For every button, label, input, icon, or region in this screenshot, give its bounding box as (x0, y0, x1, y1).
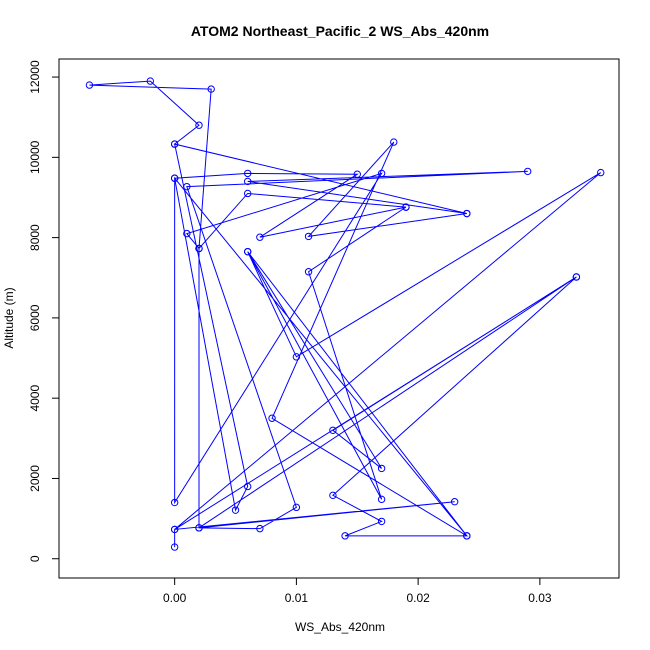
data-point (195, 121, 203, 129)
data-point (450, 498, 459, 506)
data-point (195, 244, 203, 253)
data-point (304, 232, 313, 241)
data-point (170, 543, 179, 551)
x-axis-label: WS_Abs_420nm (295, 620, 385, 634)
x-tick-label: 0.02 (406, 591, 430, 605)
y-tick-label: 6000 (28, 304, 42, 331)
data-point (243, 189, 252, 198)
data-point (243, 247, 252, 256)
data-point (170, 140, 179, 148)
chart-title: ATOM2 Northeast_Pacific_2 WS_Abs_420nm (191, 23, 489, 39)
data-point (243, 169, 252, 178)
data-point (207, 85, 215, 93)
y-tick-label: 10000 (28, 140, 42, 174)
x-tick-label: 0.00 (163, 591, 187, 605)
data-point (377, 517, 386, 526)
data-point (463, 532, 471, 540)
data-point (243, 482, 252, 491)
data-point (146, 77, 155, 85)
data-point (377, 495, 386, 504)
series-line (89, 80, 602, 548)
data-point (341, 532, 349, 540)
series-layer (85, 77, 605, 551)
data-point (183, 182, 191, 191)
data-point (523, 167, 532, 176)
y-tick-label: 0 (28, 555, 42, 562)
y-tick-label: 8000 (28, 224, 42, 251)
data-point (353, 170, 361, 178)
data-point (329, 491, 337, 500)
data-point (195, 524, 203, 532)
data-point (256, 233, 264, 241)
data-point (183, 229, 191, 238)
y-tick-label: 2000 (28, 465, 42, 492)
data-point (572, 273, 581, 281)
data-point (170, 174, 179, 182)
data-point (304, 268, 313, 276)
x-axis: 0.00 0.01 0.02 0.03 (163, 577, 552, 605)
data-point (170, 498, 179, 507)
y-axis: 0 2000 4000 6000 8000 10000 12000 (28, 60, 60, 562)
data-point (463, 209, 471, 218)
data-point (292, 353, 301, 361)
y-tick-label: 4000 (28, 385, 42, 412)
data-point (243, 177, 252, 186)
data-point (402, 203, 410, 211)
data-point (231, 506, 240, 514)
data-point (170, 525, 179, 534)
data-point (377, 169, 386, 178)
data-point (256, 524, 264, 533)
data-point (85, 81, 94, 89)
data-point (597, 168, 605, 177)
y-axis-label: Altitude (m) (2, 287, 16, 348)
data-point (292, 503, 301, 512)
x-tick-label: 0.01 (285, 591, 309, 605)
data-point (390, 138, 398, 146)
x-tick-label: 0.03 (528, 591, 552, 605)
y-tick-label: 12000 (28, 60, 42, 94)
data-point (377, 464, 386, 473)
data-point (268, 414, 276, 422)
data-point (329, 426, 337, 434)
